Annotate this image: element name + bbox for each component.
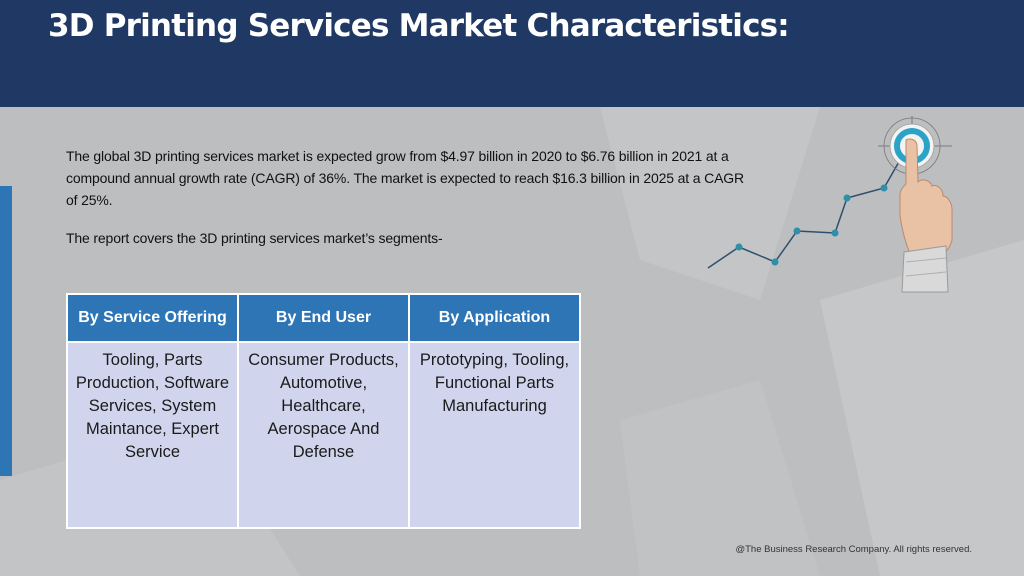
segments-intro-text: The report covers the 3D printing servic… xyxy=(66,230,443,246)
cell-application: Prototyping, Tooling, Functional Parts M… xyxy=(408,341,581,529)
table-header-row: By Service Offering By End User By Appli… xyxy=(66,293,581,343)
table-row: Tooling, Parts Production, Software Serv… xyxy=(66,341,581,529)
cell-service-offering: Tooling, Parts Production, Software Serv… xyxy=(66,341,239,529)
header-application: By Application xyxy=(408,293,581,343)
pointing-hand-icon xyxy=(899,138,953,293)
intro-paragraph: The global 3D printing services market i… xyxy=(66,148,744,208)
growth-chart-target-hand-icon xyxy=(707,116,953,293)
header-end-user: By End User xyxy=(237,293,410,343)
page-title: 3D Printing Services Market Characterist… xyxy=(48,8,790,44)
segments-table: By Service Offering By End User By Appli… xyxy=(66,293,581,529)
header-service-offering: By Service Offering xyxy=(66,293,239,343)
cell-end-user: Consumer Products, Automotive, Healthcar… xyxy=(237,341,410,529)
growth-line-icon xyxy=(707,152,905,269)
title-bar: 3D Printing Services Market Characterist… xyxy=(0,0,1024,107)
footer-copyright: @The Business Research Company. All righ… xyxy=(735,544,972,555)
left-accent-bar xyxy=(0,186,12,476)
